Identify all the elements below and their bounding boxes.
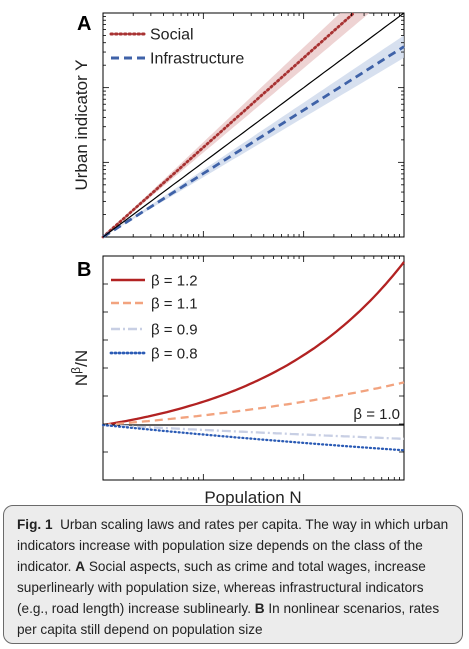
panel-b-xlabel: Population N [204,488,301,507]
figure-caption: Fig. 1 Urban scaling laws and rates per … [3,505,463,644]
legend-infrastructure-label: Infrastructure [150,51,244,68]
legend-beta-1-1-label: β = 1.1 [151,296,198,313]
series-line-beta-0-8 [101,423,406,452]
caption-text-b: In nonlinear scenarios, rates per capita… [17,601,440,637]
caption-fig-label: Fig. 1 [17,517,53,532]
band-infrastructure [103,35,404,238]
legend-beta-0-9-label: β = 0.9 [151,322,198,339]
legend-social-label: Social [150,27,194,44]
reference-line-label: β = 1.0 [353,406,400,423]
panel-a-ticks [103,13,404,237]
panel-b: B β = 1.0 β = 1.2 β = 1.1 β = 0.9 β = 0.… [69,255,406,507]
band-social [103,13,370,237]
series-line-beta-1-2 [102,261,405,427]
caption-text: The way in which urban indicators increa… [17,517,449,574]
series-line-social [101,11,356,239]
panel-b-label: B [77,259,91,281]
panel-b-legend: β = 1.2 β = 1.1 β = 0.9 β = 0.8 [109,273,198,363]
series-line-beta-0-9 [102,423,405,440]
panel-a: A Social Infrastructure Urban indicator … [72,11,405,239]
series-line-beta-1-1 [102,381,405,427]
legend-beta-1-2-label: β = 1.2 [151,273,198,290]
panel-b-ticks [103,256,404,480]
caption-label-b: B [254,601,265,616]
panel-a-ylabel: Urban indicator Y [72,59,91,190]
series-line-reference [102,12,405,238]
panel-b-ylabel: Nβ/N [69,350,91,386]
series-line-infrastructure [102,45,405,239]
caption-title: Urban scaling laws and rates per capita. [60,517,302,532]
panel-a-label: A [77,13,91,35]
panel-a-frame [102,12,405,238]
panel-a-legend: Social Infrastructure [109,27,244,68]
legend-beta-0-8-label: β = 0.8 [151,346,198,363]
caption-label-a: A [75,559,86,574]
caption-text-a: Social aspects, such as crime and total … [17,559,426,616]
